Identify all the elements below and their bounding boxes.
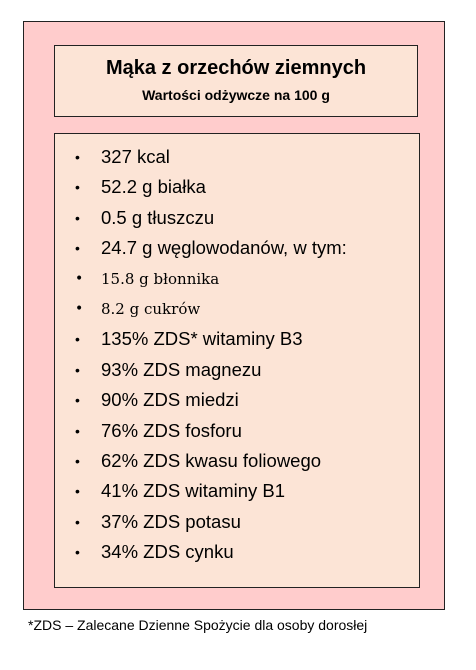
bullet-icon: •: [75, 240, 80, 257]
bullet-icon: •: [75, 392, 80, 409]
list-item: • 0.5 g tłuszczu: [55, 203, 419, 233]
bullet-icon: •: [75, 149, 80, 165]
bullet-icon: •: [75, 452, 80, 469]
list-item: • 135% ZDS* witaminy B3: [55, 324, 419, 354]
bullet-icon: •: [75, 179, 80, 196]
list-item: • 62% ZDS kwasu foliowego: [55, 446, 419, 476]
page-subtitle: Wartości odżywcze na 100 g: [142, 87, 330, 103]
list-item: • 24.7 g węglowodanów, w tym:: [55, 233, 419, 263]
bullet-icon: •: [75, 331, 80, 348]
list-item: • 41% ZDS witaminy B1: [55, 476, 419, 506]
bullet-icon: •: [75, 422, 80, 439]
nutrient-panel: • 327 kcal • 52.2 g białka • 0.5 g tłuszczu • 2…: [54, 133, 420, 588]
list-item: • 15.8 g błonnika: [55, 264, 419, 294]
nutrient-text: 15.8 g błonnika: [101, 269, 220, 288]
nutrient-text: 52.2 g białka: [101, 176, 206, 198]
nutrition-card: Mąka z orzechów ziemnych Wartości odżywc…: [23, 21, 445, 610]
nutrient-text: 90% ZDS miedzi: [101, 389, 239, 411]
bullet-icon: •: [75, 513, 80, 530]
bullet-icon: •: [75, 544, 80, 561]
nutrient-text: 37% ZDS potasu: [101, 510, 241, 532]
list-item: • 327 kcal: [55, 142, 419, 172]
nutrient-text: 8.2 g cukrów: [101, 299, 201, 318]
bullet-icon: •: [75, 209, 80, 226]
nutrient-text: 0.5 g tłuszczu: [101, 206, 215, 228]
header-box: Mąka z orzechów ziemnych Wartości odżywc…: [54, 45, 418, 117]
list-item: • 52.2 g białka: [55, 172, 419, 202]
nutrient-text: 327 kcal: [101, 146, 170, 167]
nutrient-text: 34% ZDS cynku: [101, 541, 234, 563]
page-title: Mąka z orzechów ziemnych: [105, 57, 367, 79]
nutrient-text: 76% ZDS fosforu: [101, 419, 242, 441]
bullet-icon: •: [75, 270, 84, 287]
bullet-icon: •: [75, 483, 80, 500]
nutrient-list: • 327 kcal • 52.2 g białka • 0.5 g tłuszczu • 2…: [55, 142, 419, 567]
list-item: • 76% ZDS fosforu: [55, 416, 419, 446]
nutrient-text: 41% ZDS witaminy B1: [101, 480, 286, 502]
bullet-icon: •: [75, 300, 84, 317]
bullet-icon: •: [75, 361, 80, 378]
nutrient-text: 62% ZDS kwasu foliowego: [101, 449, 322, 471]
list-item: • 90% ZDS miedzi: [55, 385, 419, 415]
footnote: *ZDS – Zalecane Dzienne Spożycie dla oso…: [28, 617, 368, 633]
nutrient-text: 135% ZDS* witaminy B3: [101, 328, 303, 350]
list-item: • 37% ZDS potasu: [55, 507, 419, 537]
nutrient-text: 93% ZDS magnezu: [101, 358, 262, 380]
list-item: • 8.2 g cukrów: [55, 294, 419, 324]
list-item: • 34% ZDS cynku: [55, 537, 419, 567]
nutrient-text: 24.7 g węglowodanów, w tym:: [101, 237, 347, 259]
list-item: • 93% ZDS magnezu: [55, 355, 419, 385]
